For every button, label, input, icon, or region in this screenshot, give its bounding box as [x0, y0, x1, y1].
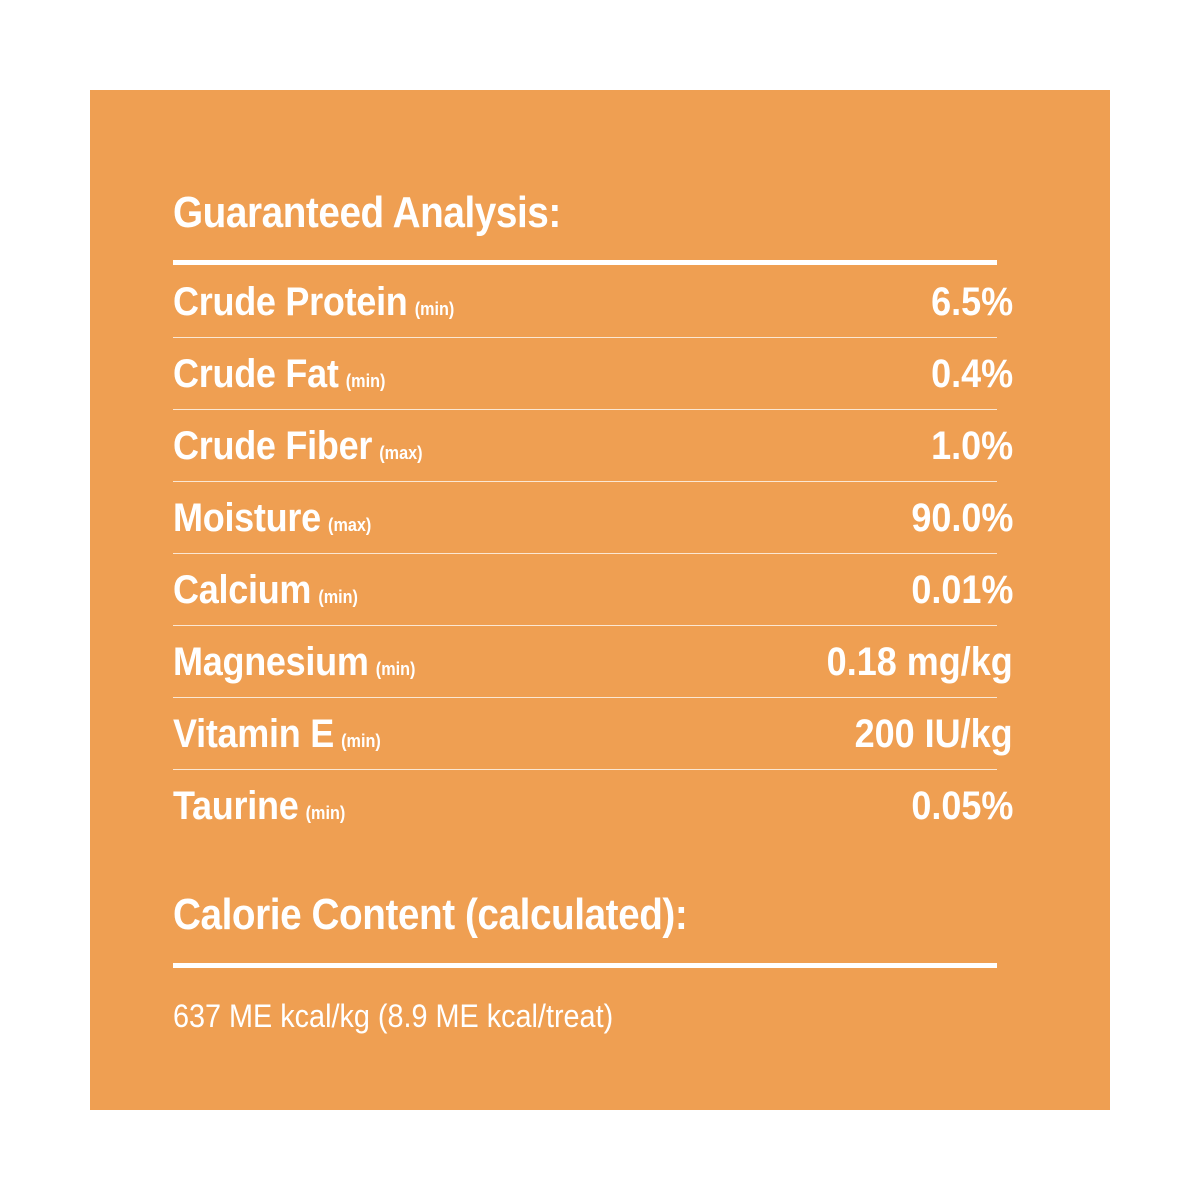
calorie-content-text: 637 ME kcal/kg (8.9 ME kcal/treat)	[173, 998, 614, 1034]
nutrient-value: 0.18 mg/kg	[826, 640, 1013, 684]
nutrient-name: Crude Protein	[173, 280, 408, 324]
nutrient-row: Calcium (min) 0.01%	[173, 554, 1013, 626]
nutrient-qualifier: (min)	[345, 371, 386, 391]
row-divider	[173, 409, 997, 410]
row-divider	[173, 553, 997, 554]
guaranteed-analysis-heading: Guaranteed Analysis:	[173, 188, 561, 237]
calorie-heading-rule	[173, 963, 997, 968]
calorie-content-heading: Calorie Content (calculated):	[173, 890, 688, 939]
nutrient-row: Crude Protein (min) 6.5%	[173, 266, 1013, 338]
nutrient-qualifier: (min)	[414, 299, 455, 319]
nutrient-name: Taurine	[173, 784, 299, 828]
nutrient-qualifier: (max)	[328, 515, 372, 535]
nutrient-value: 0.4%	[930, 352, 1013, 396]
nutrient-value: 1.0%	[930, 424, 1013, 468]
nutrient-name: Magnesium	[173, 640, 369, 684]
nutrient-row: Crude Fiber (max) 1.0%	[173, 410, 1013, 482]
analysis-panel: Guaranteed Analysis: Crude Protein (min) …	[90, 90, 1110, 1110]
nutrient-qualifier: (min)	[305, 803, 346, 823]
nutrient-name: Moisture	[173, 496, 321, 540]
nutrient-name: Crude Fat	[173, 352, 339, 396]
row-divider	[173, 481, 997, 482]
row-divider	[173, 625, 997, 626]
nutrient-row: Magnesium (min) 0.18 mg/kg	[173, 626, 1013, 698]
row-divider	[173, 769, 997, 770]
nutrient-name: Calcium	[173, 568, 312, 612]
nutrient-value: 6.5%	[930, 280, 1013, 324]
nutrient-value: 0.05%	[910, 784, 1013, 828]
nutrient-value: 0.01%	[910, 568, 1013, 612]
nutrient-row: Moisture (max) 90.0%	[173, 482, 1013, 554]
nutrient-row: Vitamin E (min) 200 IU/kg	[173, 698, 1013, 770]
nutrient-name: Crude Fiber	[173, 424, 373, 468]
nutrient-qualifier: (min)	[341, 731, 381, 751]
nutrient-qualifier: (max)	[379, 443, 423, 463]
row-divider	[173, 337, 997, 338]
nutrient-value: 90.0%	[910, 496, 1013, 540]
nutrient-name: Vitamin E	[173, 712, 334, 756]
nutrient-qualifier: (min)	[318, 587, 358, 607]
nutrient-row: Crude Fat (min) 0.4%	[173, 338, 1013, 410]
heading-rule	[173, 260, 997, 265]
nutrient-list: Crude Protein (min) 6.5% Crude Fat (min) 0…	[173, 266, 1013, 842]
row-divider	[173, 697, 997, 698]
nutrient-value: 200 IU/kg	[854, 712, 1013, 756]
nutrient-row: Taurine (min) 0.05%	[173, 770, 1013, 842]
nutrient-qualifier: (min)	[375, 659, 416, 679]
